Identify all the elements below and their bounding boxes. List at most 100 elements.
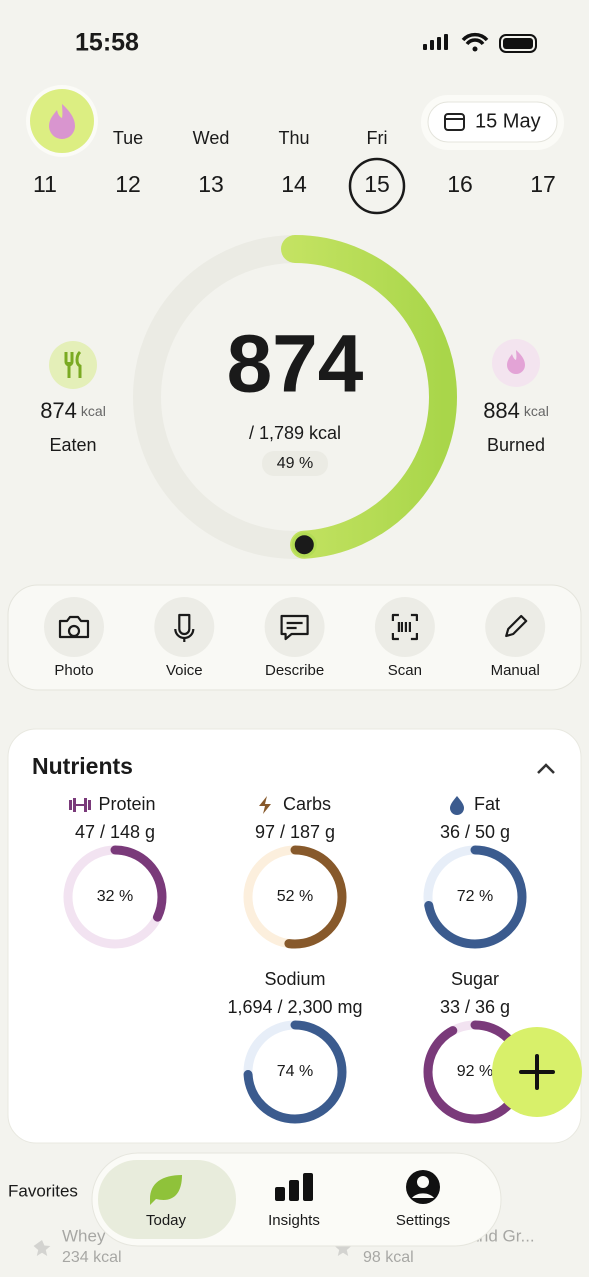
action-button[interactable]: Voice	[154, 597, 215, 679]
date-number[interactable]: 15	[364, 171, 390, 197]
action-button[interactable]: Scan	[374, 597, 435, 679]
nutrient-amount: 97 / 187 g	[255, 822, 335, 842]
tab-label: Settings	[396, 1212, 450, 1229]
action-icon	[58, 615, 90, 639]
action-circle	[154, 597, 215, 657]
nutrient-name: Sodium	[264, 969, 325, 989]
nutrient-ring-progress	[63, 845, 167, 949]
collapse-chevron[interactable]	[537, 763, 555, 774]
tab[interactable]: Today	[146, 1175, 187, 1229]
tab-icon	[150, 1175, 182, 1205]
burned-label: Burned	[487, 435, 545, 455]
tabs: Today Insights Settings	[146, 1170, 450, 1229]
tab[interactable]: Settings	[396, 1170, 450, 1229]
nutrient-name: Carbs	[283, 794, 331, 814]
eaten-unit: kcal	[81, 403, 106, 419]
burned-unit: kcal	[524, 403, 549, 419]
tab-label: Insights	[268, 1212, 320, 1229]
date-label: 15 May	[475, 110, 541, 132]
streak-button[interactable]	[26, 85, 98, 157]
tab-icon-part	[150, 1175, 182, 1205]
eaten-icon	[49, 341, 97, 389]
action-label: Describe	[265, 662, 324, 679]
nutrient: Fat 36 / 50 g 72 %	[423, 794, 527, 949]
favorite-star	[33, 1240, 51, 1256]
weekday: Thu	[278, 128, 309, 148]
action-label: Scan	[388, 662, 422, 679]
eaten-number: 874	[40, 398, 77, 423]
status-time: 15:58	[75, 29, 139, 57]
add-button[interactable]	[492, 1027, 582, 1117]
nutrient-percent: 92 %	[457, 1063, 493, 1080]
nutrient-name: Protein	[98, 794, 155, 814]
tab-icon-part	[289, 1180, 299, 1201]
nutrient-name: Fat	[474, 794, 500, 814]
selected-day[interactable]	[348, 157, 406, 215]
action-label: Voice	[166, 662, 203, 679]
date-number[interactable]: 17	[530, 171, 556, 197]
nutrient-icon	[259, 796, 271, 814]
nutrient: Protein 47 / 148 g 32 %	[63, 794, 167, 949]
tab-icon	[275, 1173, 313, 1201]
tab-icon-part	[303, 1173, 313, 1201]
date-number[interactable]: 14	[281, 171, 307, 197]
tab-icon-part	[275, 1187, 285, 1201]
calorie-ring-end	[291, 532, 317, 558]
nutrient-icon	[450, 796, 464, 815]
action-label: Photo	[54, 662, 93, 679]
nutrient-percent: 74 %	[277, 1063, 313, 1080]
tab[interactable]: Insights	[268, 1173, 320, 1229]
favorite-kcal: 234 kcal	[62, 1249, 122, 1266]
progress-label: 49 %	[277, 455, 313, 472]
eaten-value: 874 kcal	[40, 398, 106, 423]
nutrient-amount: 1,694 / 2,300 mg	[227, 997, 362, 1017]
nutrient-percent: 72 %	[457, 888, 493, 905]
tab-icon-part	[417, 1176, 429, 1188]
nutrients-title: Nutrients	[32, 753, 133, 779]
nutrient-ring-progress	[243, 1020, 347, 1124]
eaten-label: Eaten	[49, 435, 96, 455]
consumed-value: 874	[227, 319, 364, 410]
action-circle	[485, 597, 546, 657]
action-icon	[391, 613, 418, 641]
action-icon	[280, 614, 309, 641]
burned-icon	[492, 339, 540, 387]
date-picker[interactable]: 15 May	[421, 95, 564, 150]
weekday: Fri	[367, 128, 388, 148]
burned-number: 884	[483, 398, 520, 423]
nutrient-percent: 32 %	[97, 888, 133, 905]
nutrient: Carbs 97 / 187 g 52 %	[243, 794, 347, 949]
weekday: Tue	[113, 128, 143, 148]
nutrient-name: Sugar	[451, 969, 499, 989]
goal-label: / 1,789 kcal	[249, 423, 341, 443]
burned-value: 884 kcal	[483, 398, 549, 423]
tab-icon	[406, 1170, 440, 1204]
date-number[interactable]: 11	[33, 171, 57, 197]
nutrient-amount: 36 / 50 g	[440, 822, 510, 842]
action-button[interactable]: Manual	[485, 597, 546, 679]
action-button[interactable]: Describe	[264, 597, 325, 679]
week-strip: 11 12 13 14 15 16 17 Tue Wed Thu Fri	[33, 128, 556, 215]
nutrient: Sodium 1,694 / 2,300 mg 74 %	[227, 969, 363, 1124]
favorite-kcal: 98 kcal	[363, 1249, 414, 1266]
action-row: Photo Voice Describe Scan Manual	[44, 597, 546, 679]
tab-label: Today	[146, 1212, 187, 1229]
date-number[interactable]: 12	[115, 171, 141, 197]
progress-pill	[262, 451, 328, 476]
weekday: Wed	[193, 128, 230, 148]
nutrient-ring-progress	[423, 845, 527, 949]
nutrient-ring-progress	[243, 845, 347, 949]
favorites-title: Favorites	[8, 1181, 78, 1200]
date-number[interactable]: 16	[447, 171, 473, 197]
nutrient-percent: 52 %	[277, 888, 313, 905]
status-icons	[423, 32, 537, 53]
action-label: Manual	[491, 662, 540, 679]
favorite-name[interactable]: Whey	[62, 1226, 106, 1245]
action-icon	[505, 614, 528, 638]
action-button[interactable]: Photo	[44, 597, 104, 679]
tab-icon-part	[412, 1193, 434, 1198]
action-icon	[174, 613, 195, 642]
date-number[interactable]: 13	[198, 171, 224, 197]
nutrient-amount: 33 / 36 g	[440, 997, 510, 1017]
